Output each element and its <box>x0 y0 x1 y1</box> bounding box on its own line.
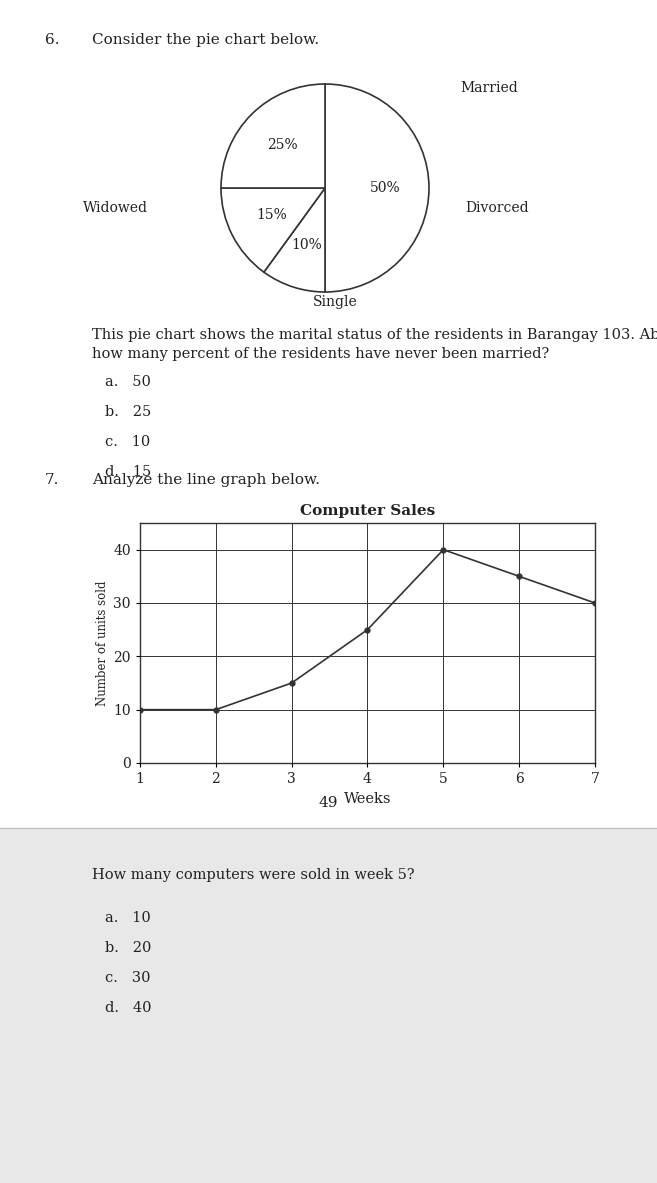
Text: Consider the pie chart below.: Consider the pie chart below. <box>92 33 319 47</box>
Text: 50%: 50% <box>370 181 401 195</box>
Text: 7.: 7. <box>45 473 59 487</box>
Text: b.   20: b. 20 <box>105 940 151 955</box>
Wedge shape <box>221 84 325 188</box>
Wedge shape <box>264 188 325 292</box>
Text: 49: 49 <box>319 796 338 810</box>
Text: 25%: 25% <box>267 138 298 153</box>
Text: Divorced: Divorced <box>465 201 529 215</box>
Text: a.   50: a. 50 <box>105 375 151 389</box>
Text: Analyze the line graph below.: Analyze the line graph below. <box>92 473 320 487</box>
Text: 6.: 6. <box>45 33 60 47</box>
Text: Married: Married <box>460 80 518 95</box>
Wedge shape <box>221 188 325 272</box>
Y-axis label: Number of units sold: Number of units sold <box>96 580 109 706</box>
Text: d.   40: d. 40 <box>105 1001 152 1015</box>
Text: 10%: 10% <box>291 238 322 252</box>
Title: Computer Sales: Computer Sales <box>300 504 435 518</box>
Text: b.   25: b. 25 <box>105 405 151 419</box>
Text: How many computers were sold in week 5?: How many computers were sold in week 5? <box>92 868 415 883</box>
Text: Widowed: Widowed <box>83 201 148 215</box>
Text: c.   10: c. 10 <box>105 435 150 450</box>
Text: c.   30: c. 30 <box>105 971 150 985</box>
Text: Single: Single <box>313 295 357 309</box>
Wedge shape <box>325 84 429 292</box>
Text: 15%: 15% <box>256 208 286 222</box>
Bar <box>0 828 657 1183</box>
X-axis label: Weeks: Weeks <box>344 791 392 806</box>
Text: This pie chart shows the marital status of the residents in Barangay 103. About
: This pie chart shows the marital status … <box>92 328 657 362</box>
Text: a.   10: a. 10 <box>105 911 150 925</box>
Text: d.   15: d. 15 <box>105 465 151 479</box>
